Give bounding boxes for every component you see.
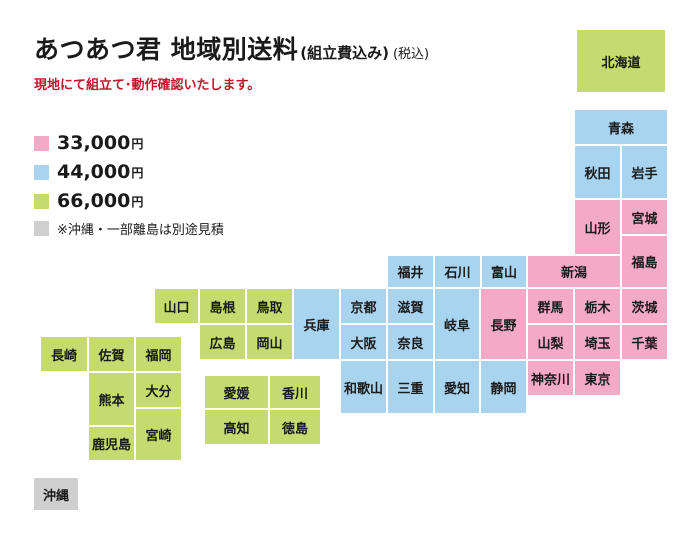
pref-ishikawa: 石川 xyxy=(435,256,480,287)
pref-miyagi: 宮城 xyxy=(622,200,667,234)
title-main: あつあつ君 地域別送料 xyxy=(34,35,299,64)
pref-akita: 秋田 xyxy=(575,146,620,198)
legend-swatch xyxy=(34,193,49,209)
pref-miyazaki: 宮崎 xyxy=(136,409,181,460)
pref-tochigi: 栃木 xyxy=(575,289,620,323)
subtitle: 現地にて組立て･動作確認いたします。 xyxy=(34,78,261,93)
pref-nagasaki: 長崎 xyxy=(41,337,87,371)
pref-mie: 三重 xyxy=(388,361,433,413)
legend-item-gray: ※沖縄・一部離島は別途見積 xyxy=(34,219,224,238)
legend-swatch xyxy=(34,135,49,151)
legend-swatch xyxy=(34,221,49,236)
pref-hiroshima: 広島 xyxy=(200,325,245,359)
pref-shiga: 滋賀 xyxy=(388,289,433,323)
pref-saitama: 埼玉 xyxy=(575,325,620,359)
pref-gunma: 群馬 xyxy=(528,289,573,323)
pref-tokushima: 徳島 xyxy=(270,410,320,444)
page-title: あつあつ君 地域別送料 (組立費込み) (税込) xyxy=(34,30,429,66)
pref-osaka: 大阪 xyxy=(341,325,386,359)
legend-swatch xyxy=(34,164,49,180)
pref-ehime: 愛媛 xyxy=(205,376,268,408)
pref-kagoshima: 鹿児島 xyxy=(89,427,134,460)
pref-kyoto: 京都 xyxy=(341,289,386,323)
pref-nara: 奈良 xyxy=(388,325,433,359)
legend-unit: 円 xyxy=(131,165,144,180)
pref-kumamoto: 熊本 xyxy=(89,373,134,425)
pref-aomori: 青森 xyxy=(575,110,667,144)
pref-tottori: 鳥取 xyxy=(247,289,292,323)
pref-fukuoka: 福岡 xyxy=(136,337,181,371)
legend-item-green: 66,000 円 xyxy=(34,190,143,212)
pref-nagano: 長野 xyxy=(481,289,526,359)
pref-kanagawa: 神奈川 xyxy=(528,361,573,395)
pref-niigata: 新潟 xyxy=(528,256,620,287)
pref-chiba: 千葉 xyxy=(622,325,667,359)
pref-fukui: 福井 xyxy=(388,256,433,287)
pref-tokyo: 東京 xyxy=(575,361,620,395)
tax-note: (税込) xyxy=(392,47,430,62)
legend-note: ※沖縄・一部離島は別途見積 xyxy=(57,223,224,238)
pref-shimane: 島根 xyxy=(200,289,245,323)
pref-aichi: 愛知 xyxy=(435,361,479,413)
legend-price: 66,000 xyxy=(57,190,131,212)
pref-hokkaido: 北海道 xyxy=(577,30,665,92)
legend-unit: 円 xyxy=(131,136,144,151)
pref-toyama: 富山 xyxy=(482,256,526,287)
legend-item-blue: 44,000 円 xyxy=(34,161,143,183)
legend-price: 33,000 xyxy=(57,132,131,154)
pref-wakayama: 和歌山 xyxy=(341,361,386,413)
legend-item-pink: 33,000 円 xyxy=(34,132,143,154)
pref-okayama: 岡山 xyxy=(247,325,292,359)
pref-fukushima: 福島 xyxy=(622,236,667,287)
pref-saga: 佐賀 xyxy=(89,337,134,371)
pref-kagawa: 香川 xyxy=(270,376,320,408)
legend-price: 44,000 xyxy=(57,161,131,183)
pref-okinawa: 沖縄 xyxy=(34,478,78,510)
pref-shizuoka: 静岡 xyxy=(481,361,526,413)
pref-oita: 大分 xyxy=(136,373,181,407)
pref-yamaguchi: 山口 xyxy=(155,289,198,323)
pref-ibaraki: 茨城 xyxy=(622,289,667,323)
pref-kochi: 高知 xyxy=(205,410,268,444)
pref-yamanashi: 山梨 xyxy=(528,325,573,359)
pref-gifu: 岐阜 xyxy=(435,289,479,359)
legend-unit: 円 xyxy=(131,194,144,209)
pref-iwate: 岩手 xyxy=(622,146,667,198)
pref-hyogo: 兵庫 xyxy=(294,289,339,359)
pref-yamagata: 山形 xyxy=(575,200,620,254)
title-note: (組立費込み) xyxy=(300,44,389,62)
